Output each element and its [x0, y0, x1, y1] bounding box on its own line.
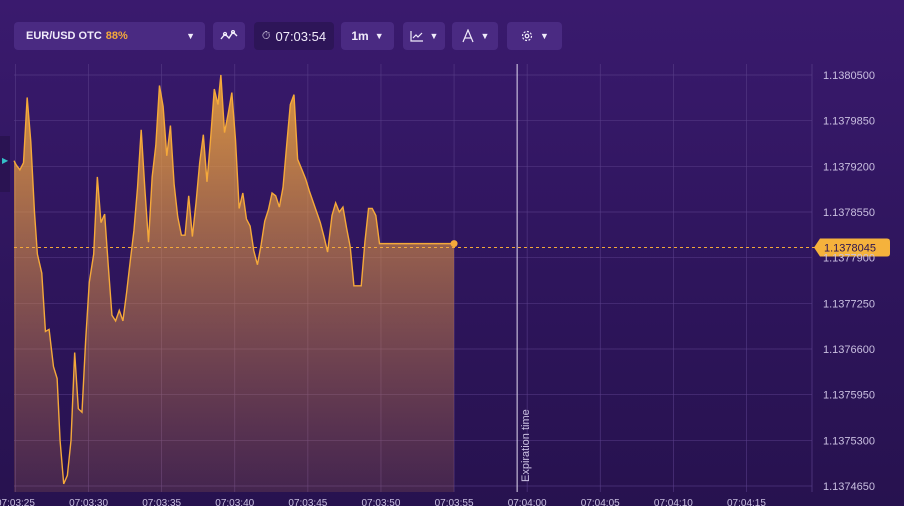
- expiration-label: Expiration time: [520, 409, 532, 482]
- y-tick-label: 1.1375300: [823, 435, 875, 447]
- price-area: [13, 74, 458, 492]
- asset-name: EUR/USD OTC: [26, 30, 102, 42]
- x-tick-label: 07:03:45: [288, 498, 327, 506]
- payout-percent: 88%: [105, 30, 128, 42]
- price-line: [13, 74, 455, 485]
- y-tick-label: 1.1380500: [823, 70, 875, 82]
- y-tick-label: 1.1379200: [823, 161, 875, 173]
- timer-value: 07:03:54: [275, 28, 327, 44]
- y-tick-label: 1.1376600: [823, 344, 875, 356]
- play-arrow-icon: ▶: [2, 156, 9, 165]
- indicators-icon: [220, 30, 238, 40]
- x-tick-label: 07:03:55: [435, 498, 474, 506]
- chevron-down-icon: ▼: [429, 31, 439, 41]
- chevron-down-icon: ▼: [374, 31, 384, 41]
- y-tick-label: 1.1377250: [823, 298, 875, 310]
- current-price-value: 1.1378045: [824, 242, 876, 254]
- x-tick-label: 07:03:30: [69, 498, 108, 506]
- x-tick-label: 07:03:50: [361, 498, 400, 506]
- stopwatch-icon: ⏱: [261, 29, 271, 42]
- timeframe-value: 1m: [351, 29, 369, 43]
- x-tick-label: 07:04:05: [581, 498, 620, 506]
- y-tick-label: 1.1377900: [823, 253, 875, 265]
- chevron-down-icon: ▼: [480, 31, 490, 41]
- y-tick-label: 1.1378550: [823, 207, 875, 219]
- x-tick-label: 07:04:00: [508, 498, 547, 506]
- y-tick-label: 1.1375950: [823, 390, 875, 402]
- gear-icon: [521, 30, 533, 42]
- indicators-button[interactable]: [213, 22, 245, 50]
- current-price-badge: [814, 238, 890, 257]
- chevron-down-icon: ▼: [186, 31, 195, 41]
- expiration-marker: Expiration time: [516, 64, 532, 492]
- price-area-fill: [14, 75, 455, 492]
- drawing-tools-icon: [461, 29, 474, 43]
- y-axis: 1.1380500 1.1379850 1.1379200 1.1378550 1.13…: [823, 70, 875, 493]
- asset-selector[interactable]: EUR/USD OTC 88% ▼: [14, 22, 205, 50]
- x-tick-label: 07:04:10: [654, 498, 693, 506]
- chart-type-button[interactable]: ▼: [403, 22, 445, 50]
- x-axis: 07:03:25 07:03:30 07:03:35 07:03:40 07:03:45…: [0, 498, 766, 506]
- toolbar: EUR/USD OTC 88% ▼ ⏱ 07:03:54 1m ▼ ▼ ▼: [0, 0, 904, 64]
- y-tick-label: 1.1374650: [823, 481, 875, 493]
- x-tick-label: 07:03:40: [215, 498, 254, 506]
- drawing-tools-button[interactable]: ▼: [452, 22, 498, 50]
- timeframe-selector[interactable]: 1m ▼: [341, 22, 394, 50]
- x-tick-label: 07:04:15: [727, 498, 766, 506]
- current-price-dot: [450, 240, 458, 248]
- x-tick-label: 07:03:35: [142, 498, 181, 506]
- side-panel-toggle[interactable]: ▶: [0, 136, 10, 192]
- timer-display: ⏱ 07:03:54: [254, 22, 334, 50]
- chevron-down-icon: ▼: [540, 31, 549, 41]
- x-tick-label: 07:03:25: [0, 498, 35, 506]
- line-chart-icon: [409, 31, 423, 42]
- current-price-line: 1.1378045: [14, 238, 890, 257]
- settings-button[interactable]: ▼: [507, 22, 562, 50]
- y-tick-label: 1.1379850: [823, 116, 875, 128]
